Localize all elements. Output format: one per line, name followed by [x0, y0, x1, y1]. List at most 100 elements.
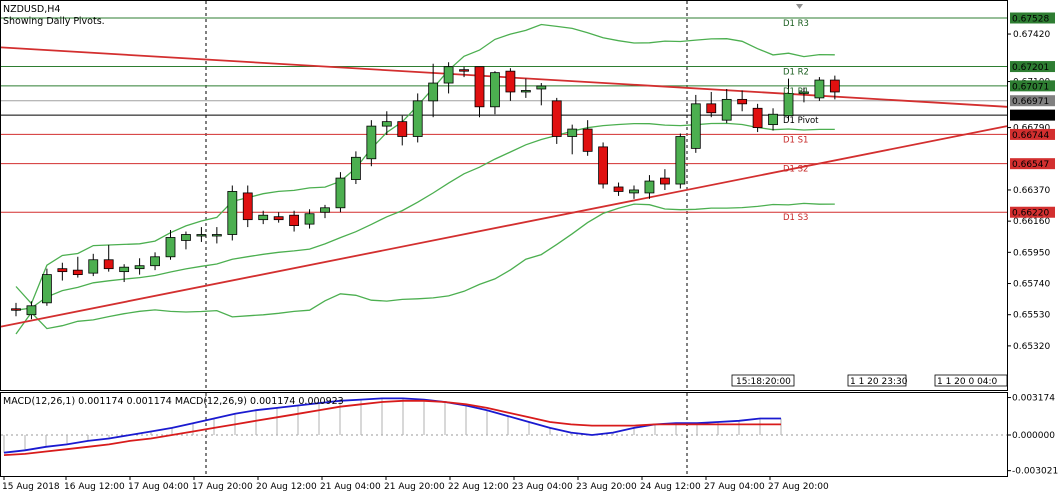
candle [304, 209, 315, 229]
time-axis: 15 Aug 2018 16 Aug 12:00 17 Aug 04:00 17 Au… [2, 476, 829, 492]
resistance-trendline[interactable] [0, 46, 1008, 108]
candle [505, 68, 516, 101]
price-tick-label: 0.67420 [1013, 30, 1050, 40]
candle [690, 94, 701, 153]
time-tick-label: 16 Aug 12:00 [64, 482, 125, 492]
price-tick-label: 0.65740 [1013, 280, 1050, 290]
time-tick-label: 23 Aug 20:00 [576, 482, 637, 492]
candle [721, 88, 732, 124]
pivot-label: D1 S1 [783, 135, 808, 145]
price-tick-label: 0.65950 [1013, 248, 1050, 258]
bull-candle-body [304, 213, 315, 225]
bear-candle-body [242, 192, 253, 221]
candle [134, 258, 145, 275]
bull-candle-body [768, 113, 778, 126]
price-tag-label: 0.67071 [1012, 82, 1049, 92]
bear-candle-body [273, 216, 284, 221]
candle [320, 204, 330, 219]
candles [11, 62, 840, 320]
candle [768, 108, 778, 131]
pivot-label: D1 Pivot [783, 116, 819, 126]
price-tick-label: 0.66790 [1013, 124, 1050, 134]
pivot-labels: D1 R3 D1 R2 D1 R1 D1 Pivot D1 S1 D1 S2 D1 S3 [783, 19, 819, 223]
candle [258, 210, 269, 225]
bull-candle-body [675, 136, 686, 185]
time-tick-label: 21 Aug 20:00 [384, 482, 445, 492]
candle [42, 268, 52, 306]
price-tag-label: 0.66220 [1012, 209, 1049, 219]
bear-candle-body [505, 70, 516, 93]
bull-candle-body [690, 103, 701, 149]
bull-candle-body [150, 256, 160, 267]
support-trendline[interactable] [0, 125, 1008, 328]
price-tag-label: 0.67528 [1012, 15, 1049, 25]
candle [799, 87, 809, 103]
candle [227, 185, 238, 241]
candle [629, 185, 639, 199]
time-tick-label: 23 Aug 04:00 [512, 482, 573, 492]
candle [428, 63, 439, 118]
bull-candle-body [814, 79, 825, 99]
candle [783, 78, 794, 121]
candle [814, 77, 825, 101]
candle [459, 66, 469, 78]
time-box-text: 1 1 20 23:30 [850, 377, 908, 387]
bull-candle-body [227, 191, 238, 235]
candle [582, 120, 593, 156]
macd-tick-label: 0.003174 [1012, 394, 1055, 404]
candle [536, 83, 547, 106]
candle [181, 231, 191, 250]
bear-candle-body [582, 128, 593, 152]
bear-candle-body [613, 186, 624, 192]
pivot-label: D1 R3 [783, 19, 809, 29]
bull-candle-body [181, 234, 191, 241]
time-tick-label: 21 Aug 04:00 [320, 482, 381, 492]
candle [520, 78, 531, 98]
bull-candle-body [211, 234, 222, 237]
bull-candle-body [258, 214, 269, 221]
price-tag-box [1010, 80, 1055, 92]
price-tick-label: 0.65320 [1013, 342, 1050, 352]
bull-candle-body [335, 177, 346, 209]
candle [26, 301, 37, 320]
candle [165, 230, 176, 260]
trendlines[interactable] [0, 46, 1008, 328]
bull-candle-body [381, 121, 392, 127]
candle [11, 302, 21, 317]
candle [706, 91, 717, 118]
time-tick-label: 24 Aug 12:00 [640, 482, 701, 492]
candle [196, 227, 207, 242]
price-tag-box [1010, 206, 1055, 218]
bear-candle-body [57, 268, 68, 273]
candle [381, 111, 392, 136]
time-tick-label: 17 Aug 04:00 [128, 482, 189, 492]
price-tick-label: 0.65530 [1013, 311, 1050, 321]
candle [490, 71, 500, 115]
time-box-text: 1 1 20 0 04:0 [937, 377, 998, 387]
time-tick-label: 17 Aug 20:00 [192, 482, 253, 492]
bull-candle-body [42, 274, 52, 304]
macd-indicator: 0.003174 0.000000 -0.003021 [1, 394, 1058, 477]
bull-candle-body [536, 85, 547, 90]
pivot-label: D1 R1 [783, 87, 809, 97]
time-tick-label: 27 Aug 20:00 [768, 482, 829, 492]
candle [675, 133, 686, 189]
candle [103, 244, 114, 272]
bull-candle-body [799, 91, 809, 94]
candle [72, 256, 83, 278]
candle [150, 252, 160, 271]
chart-shift-marker-icon[interactable] [796, 4, 803, 9]
bollinger-upper-band [15, 23, 835, 305]
bull-candle-body [350, 156, 361, 180]
time-tick-label: 20 Aug 12:00 [256, 482, 317, 492]
price-tag-label: 0.66547 [1012, 160, 1049, 170]
bull-candle-body [119, 266, 130, 273]
bull-candle-body [490, 72, 500, 108]
time-tick-label: 22 Aug 12:00 [448, 482, 509, 492]
price-tag-label: 0.66744 [1012, 131, 1049, 141]
pivot-label: D1 S2 [783, 165, 808, 175]
pivot-label: D1 R2 [783, 68, 809, 78]
